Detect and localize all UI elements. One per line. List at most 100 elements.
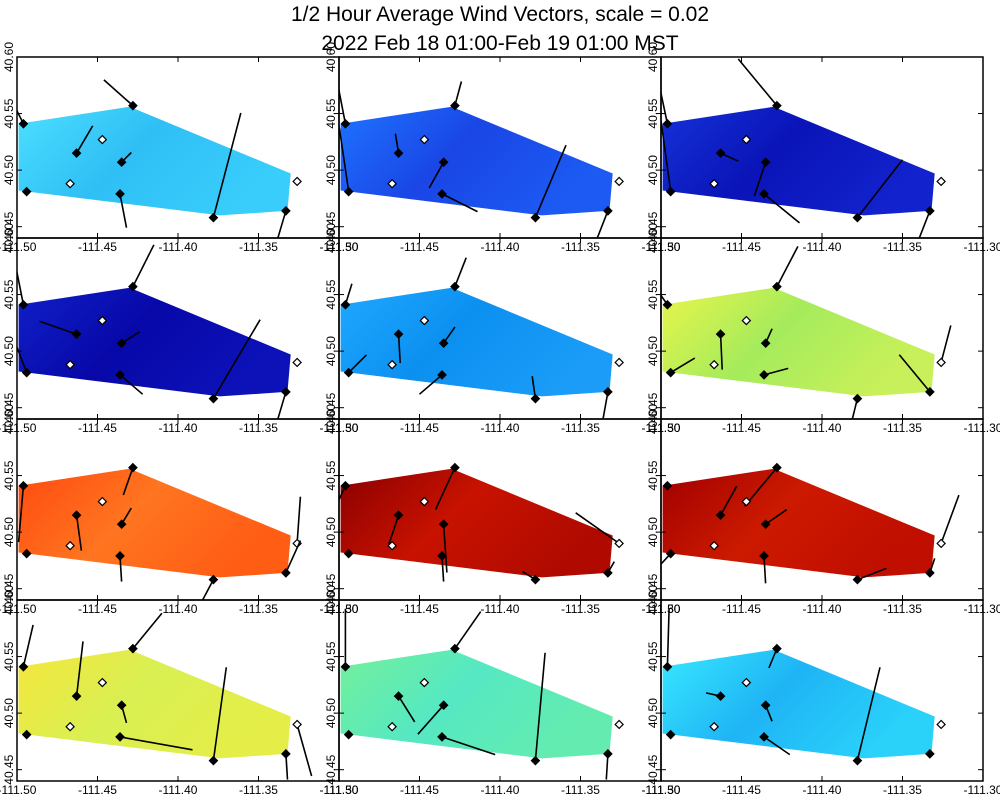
y-tick-label: 40.60 [324, 585, 338, 615]
region-fill [340, 106, 613, 216]
vector-layer [18, 612, 313, 780]
station-marker [709, 178, 719, 189]
wind-vector [201, 579, 215, 600]
wind-vector [602, 391, 609, 419]
x-tick-label: -111.35 [239, 240, 278, 254]
x-tick-label: -111.35 [239, 783, 278, 797]
y-tick-label: 40.55 [324, 279, 338, 309]
wind-vector [744, 467, 778, 507]
region-fill [340, 468, 613, 578]
vector-layer [17, 462, 302, 600]
x-tick-label: -111.40 [803, 421, 842, 435]
station-marker [936, 538, 946, 549]
station-marker [116, 519, 127, 530]
station-marker [662, 118, 673, 129]
x-tick-label: -111.35 [561, 783, 600, 797]
station-marker [419, 315, 430, 326]
x-tick-label: -111.45 [78, 240, 117, 254]
wind-vector [39, 320, 77, 335]
y-tick-label: 40.50 [324, 155, 338, 185]
station-marker [450, 643, 460, 654]
station-marker [97, 315, 108, 326]
x-tick-label: -111.30 [320, 783, 359, 797]
x-tick-label: -111.45 [400, 783, 439, 797]
station-marker [925, 568, 935, 578]
station-marker [21, 186, 32, 197]
wind-vector [534, 652, 546, 761]
x-tick-label: -111.40 [481, 240, 520, 254]
station-marker [208, 212, 219, 223]
wind-vector [596, 210, 609, 238]
station-marker [925, 749, 935, 759]
station-marker [71, 148, 82, 159]
wind-vector [575, 512, 620, 545]
y-tick-label: 40.55 [324, 641, 338, 671]
y-tick-label: 40.50 [2, 336, 16, 366]
y-tick-label: 40.60 [324, 42, 338, 72]
wind-vector [212, 319, 261, 400]
station-marker [18, 480, 29, 491]
station-marker [340, 299, 351, 310]
station-marker [419, 496, 430, 507]
station-marker [759, 551, 769, 561]
y-tick-label: 40.50 [324, 698, 338, 728]
wind-vector [339, 485, 347, 502]
station-marker [662, 661, 673, 672]
station-marker [116, 700, 127, 711]
wind-vector [763, 736, 791, 756]
station-marker [128, 100, 138, 111]
panel-12: -111.50 -111.45 -111.40 -111.35 -111.3040.45… [642, 585, 1000, 797]
vector-layer [17, 244, 302, 419]
y-tick-label: 40.55 [646, 279, 660, 309]
station-marker [530, 393, 541, 404]
x-tick-label: -111.35 [883, 240, 922, 254]
x-tick-label: -111.50 [320, 783, 359, 797]
station-marker [715, 329, 726, 340]
wind-vector [75, 515, 83, 551]
station-marker [71, 329, 82, 340]
y-tick-label: 40.45 [2, 392, 16, 422]
station-marker [116, 157, 127, 168]
vector-layer [662, 608, 946, 766]
station-marker [128, 643, 138, 654]
wind-vector [277, 210, 287, 238]
vector-layer [339, 81, 624, 238]
wind-vector [666, 608, 670, 667]
station-marker [393, 510, 404, 521]
x-tick-label: -111.35 [561, 602, 600, 616]
station-marker [128, 462, 138, 473]
panel-3: -111.50 -111.45 -111.40 -111.35 -111.3040.45… [642, 42, 1000, 254]
station-marker [450, 281, 460, 292]
wind-vector [428, 161, 445, 189]
wind-vector [454, 257, 467, 287]
panel-6: -111.50 -111.45 -111.40 -111.35 -111.3040.45… [642, 223, 1000, 435]
region-fill [662, 649, 935, 759]
wind-vector [119, 193, 128, 228]
y-tick-label: 40.55 [2, 460, 16, 490]
station-marker [281, 749, 291, 759]
wind-vector [534, 144, 567, 218]
x-tick-label: -111.40 [159, 602, 198, 616]
x-tick-label: -111.30 [964, 240, 1000, 254]
station-marker [741, 677, 752, 688]
vector-layer [340, 257, 624, 419]
station-marker [925, 206, 935, 216]
wind-vector [856, 159, 904, 219]
wind-vector [75, 641, 84, 697]
x-tick-label: -111.40 [159, 783, 198, 797]
y-tick-label: 40.50 [2, 517, 16, 547]
wind-vector [132, 612, 163, 650]
station-marker [760, 338, 771, 349]
x-tick-label: -111.45 [722, 602, 761, 616]
station-marker [18, 299, 29, 310]
wind-vector [454, 81, 463, 106]
y-tick-label: 40.60 [2, 42, 16, 72]
y-tick-label: 40.55 [2, 279, 16, 309]
x-tick-label: -111.45 [722, 421, 761, 435]
y-tick-label: 40.60 [2, 585, 16, 615]
wind-vector [22, 624, 34, 667]
vector-layer [661, 58, 946, 238]
x-tick-label: -111.40 [159, 240, 198, 254]
station-marker [715, 691, 726, 702]
y-tick-label: 40.50 [646, 336, 660, 366]
